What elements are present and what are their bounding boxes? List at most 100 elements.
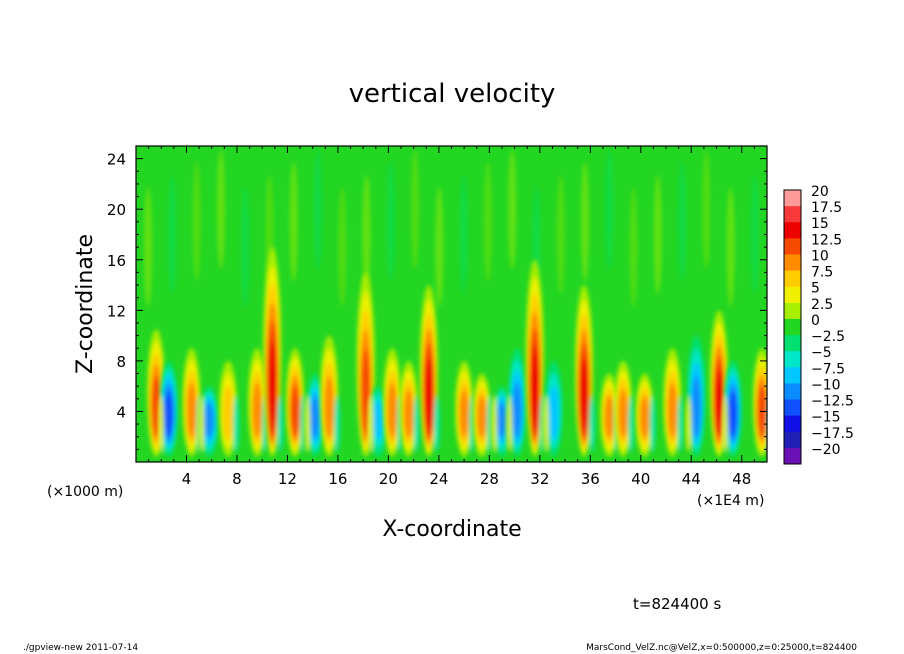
heatmap-streak (411, 149, 420, 270)
footer-right: MarsCond_VelZ.nc@VelZ,x=0:500000,z=0:250… (586, 643, 857, 653)
colorbar-swatch (784, 254, 801, 272)
colorbar-swatch (784, 335, 801, 352)
x-tick-label: 4 (182, 470, 192, 488)
y-tick-label: 24 (107, 151, 126, 169)
heatmap-streak (678, 161, 687, 282)
y-axis-ticks: 4 8 12 16 20 24 (107, 151, 767, 450)
heatmap-streak (726, 187, 735, 308)
colorbar-swatch (784, 222, 801, 239)
heatmap-streak (435, 187, 444, 308)
y-axis-label: Z-coordinate (73, 234, 98, 374)
heatmap-streak (459, 174, 468, 295)
heatmap-streak (750, 174, 759, 295)
x-axis-unit-right: (×1E4 m) (697, 493, 764, 509)
heatmap-plume (248, 348, 269, 457)
x-tick-label: 28 (480, 470, 499, 488)
x-tick-label: 20 (379, 470, 398, 488)
heatmap-plume (663, 348, 684, 457)
heatmap-plume (219, 360, 240, 457)
colorbar-swatch (784, 351, 801, 368)
heatmap-plume (472, 373, 493, 457)
x-tick-label: 44 (682, 470, 701, 488)
colorbar-label: −10 (811, 377, 841, 393)
x-tick: 12 (278, 146, 297, 488)
x-tick: 32 (530, 146, 549, 488)
heatmap-plume (490, 386, 511, 457)
x-tick: 48 (732, 146, 751, 488)
x-tick: 8 (232, 146, 242, 488)
x-tick: 44 (682, 146, 701, 488)
heatmap-streak (216, 149, 225, 270)
colorbar: 2017.51512.5107.552.50−2.5−5−7.5−10−12.5… (783, 184, 854, 465)
heatmap-plot (135, 145, 768, 463)
footer-left: ./gpview-new 2011-07-14 (23, 643, 138, 653)
x-axis-unit-left: (×1000 m) (47, 484, 123, 500)
x-tick: 36 (581, 146, 600, 488)
heatmap-plume (600, 373, 621, 457)
x-tick-label: 40 (631, 470, 650, 488)
y-tick: 20 (107, 201, 767, 219)
y-tick: 8 (116, 353, 767, 371)
colorbar-label: −12.5 (811, 394, 854, 410)
heatmap-field (144, 149, 767, 457)
heatmap-plume (383, 348, 404, 457)
colorbar-swatch (784, 206, 801, 223)
colorbar-swatch (784, 302, 801, 320)
x-tick-label: 48 (732, 470, 751, 488)
colorbar-label: 2.5 (811, 297, 833, 313)
heatmap-plume (419, 285, 440, 457)
y-tick-label: 4 (116, 403, 126, 421)
x-tick-label: 24 (429, 470, 448, 488)
x-tick-label: 16 (328, 470, 347, 488)
heatmap-streak (556, 174, 565, 295)
heatmap-plume (263, 247, 284, 457)
heatmap-streak (702, 149, 711, 270)
colorbar-label: −2.5 (811, 329, 845, 345)
colorbar-swatch (784, 367, 801, 384)
colorbar-frame (783, 189, 802, 465)
colorbar-label: 5 (811, 281, 820, 297)
heatmap-plume (399, 360, 420, 457)
heatmap-plume (367, 386, 388, 457)
colorbar-label: 20 (811, 184, 829, 200)
heatmap-plume (614, 360, 635, 457)
x-axis-ticks: 4 8 12 16 20 24 28 32 36 40 44 48 (148, 146, 755, 488)
y-tick: 16 (107, 252, 767, 270)
colorbar-label: 15 (811, 216, 829, 232)
colorbar-label: 0 (811, 313, 820, 329)
heatmap-plume (752, 348, 767, 457)
heatmap-plume (525, 259, 546, 457)
x-tick-label: 8 (232, 470, 242, 488)
colorbar-swatch (784, 270, 801, 288)
colorbar-swatch (784, 286, 801, 304)
colorbar-label: 7.5 (811, 265, 833, 281)
heatmap-plume (157, 360, 178, 457)
heatmap-streak (580, 161, 589, 282)
colorbar-label: 12.5 (811, 232, 842, 248)
heatmap-plume (575, 285, 596, 457)
colorbar-label: 10 (811, 248, 829, 264)
colorbar-swatch (784, 447, 801, 465)
heatmap-streak (192, 161, 201, 282)
colorbar-label: −17.5 (811, 426, 854, 442)
x-tick-label: 12 (278, 470, 297, 488)
heatmap-plume (455, 360, 476, 457)
heatmap-plume (286, 348, 307, 457)
heatmap-streak (629, 187, 638, 308)
x-tick: 4 (182, 146, 192, 488)
colorbar-swatch (784, 431, 801, 449)
heatmap-streak (241, 187, 250, 308)
y-tick-label: 16 (107, 252, 126, 270)
heatmap-streak (386, 161, 395, 282)
heatmap-streak (653, 174, 662, 295)
colorbar-label: −20 (811, 442, 841, 458)
x-tick-label: 36 (581, 470, 600, 488)
x-axis-label: X-coordinate (382, 517, 521, 542)
heatmap-plume (685, 335, 706, 457)
x-tick: 24 (429, 146, 448, 488)
heatmap-background (136, 146, 767, 462)
heatmap-plume (635, 373, 656, 457)
colorbar-label: −15 (811, 410, 841, 426)
heatmap-streak (362, 174, 371, 295)
